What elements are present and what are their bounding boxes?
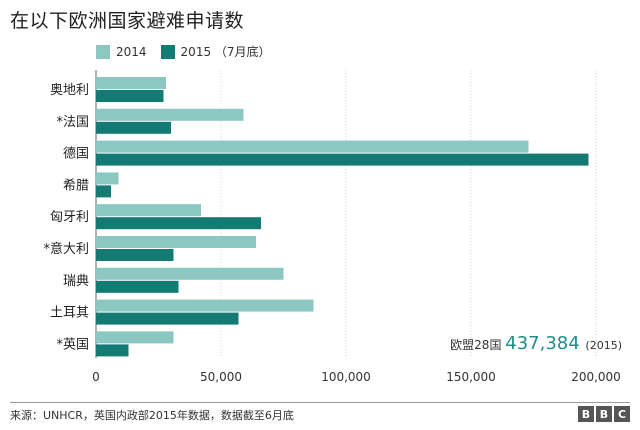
category-label: *意大利 <box>43 241 89 257</box>
bar-2015 <box>96 344 129 357</box>
legend-item-2014: 2014 <box>96 44 147 59</box>
bar-2014 <box>96 172 119 185</box>
bar-2014 <box>96 267 284 280</box>
category-label: 德国 <box>63 147 89 162</box>
bar-2015 <box>96 280 179 293</box>
bar-2014 <box>96 108 244 121</box>
x-tick-label: 100,000 <box>321 370 371 384</box>
bar-2015 <box>96 121 171 134</box>
x-tick-label: 150,000 <box>446 370 496 384</box>
bar-2015 <box>96 312 239 325</box>
bbc-logo-letter: B <box>578 406 594 422</box>
category-label: 奥地利 <box>50 83 89 98</box>
x-tick-label: 0 <box>92 370 100 384</box>
bar-2015 <box>96 185 111 198</box>
category-label: 希腊 <box>63 178 89 193</box>
bar-chart: 0 50,000 100,000 150,000 200,000 奥地利 *法国德国希腊匈牙… <box>43 70 622 384</box>
category-label: 瑞典 <box>63 274 89 289</box>
bbc-logo-letter: B <box>596 406 612 422</box>
bar-2014 <box>96 204 201 217</box>
bar-2015 <box>96 153 589 166</box>
legend-label-2015: 2015 （7月底） <box>180 45 271 59</box>
chart-legend: 2014 2015 （7月底） <box>96 43 285 60</box>
bar-2014 <box>96 331 174 344</box>
bar-2014 <box>96 77 166 89</box>
bar-2014 <box>96 140 529 153</box>
bar-2014 <box>96 299 314 312</box>
legend-swatch-2014 <box>96 44 110 59</box>
category-label: 土耳其 <box>50 306 89 321</box>
footer-divider <box>10 402 630 403</box>
source-note: 来源：UNHCR，英国内政部2015年数据，数据截至6月底 <box>10 409 294 422</box>
category-label: *英国 <box>56 337 89 352</box>
category-label: *法国 <box>56 115 89 130</box>
bbc-logo-letter: C <box>614 406 630 422</box>
legend-item-2015: 2015 （7月底） <box>160 43 271 60</box>
chart-title: 在以下欧洲国家避难申请数 <box>10 10 245 32</box>
bbc-logo: B B C <box>578 406 630 422</box>
bar-2014 <box>96 236 256 248</box>
bar-2015 <box>96 90 164 102</box>
legend-label-2014: 2014 <box>116 44 147 59</box>
eu-total-annotation: 欧盟28国 437,384 (2015) <box>450 333 622 354</box>
legend-swatch-2015 <box>160 44 175 59</box>
x-tick-label: 200,000 <box>571 370 621 384</box>
category-label: 匈牙利 <box>50 210 89 225</box>
bar-2015 <box>96 249 174 261</box>
bar-2015 <box>96 217 261 230</box>
x-tick-label: 50,000 <box>200 370 242 384</box>
